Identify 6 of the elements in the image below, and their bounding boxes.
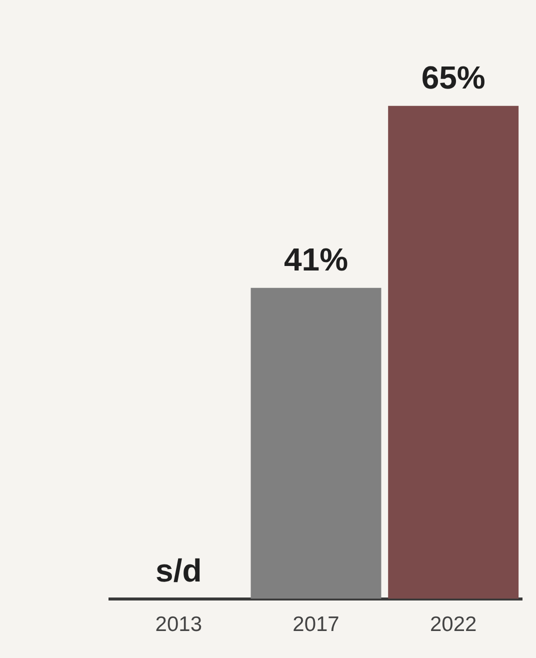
data-label: 65% [421,60,486,96]
data-label: 41% [284,242,348,278]
x-tick-label: 2013 [155,613,202,636]
x-tick-label: 2022 [430,613,477,636]
text: s/d [156,552,202,589]
x-tick-label: 2017 [292,613,340,636]
